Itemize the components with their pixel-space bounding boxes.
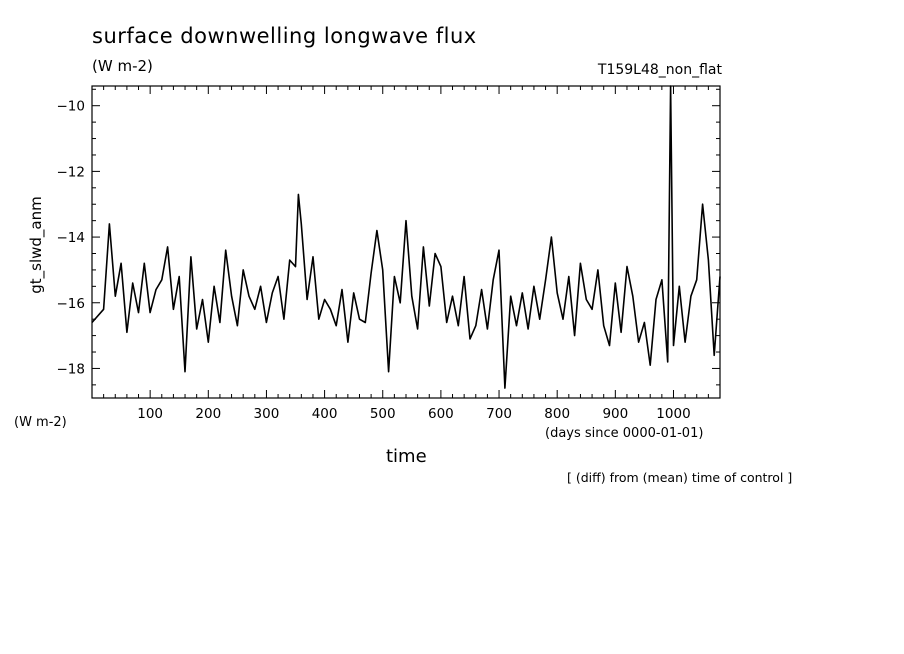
x-axis-units: (days since 0000-01-01) <box>545 426 704 441</box>
series-line-0 <box>91 85 721 389</box>
x-tick-label: 300 <box>254 406 280 422</box>
x-tick-label: 100 <box>137 406 163 422</box>
x-tick-label: 400 <box>312 406 338 422</box>
y-tick-label: −16 <box>57 296 86 312</box>
x-tick-label: 600 <box>428 406 454 422</box>
y-axis-units: (W m-2) <box>14 415 67 430</box>
x-tick-label: 200 <box>195 406 221 422</box>
chart-title: surface downwelling longwave flux <box>92 24 477 48</box>
y-tick-label: −12 <box>57 164 86 180</box>
run-id-label: T159L48_non_flat <box>597 62 722 78</box>
y-tick-label: −14 <box>57 230 86 246</box>
x-tick-label: 800 <box>544 406 570 422</box>
x-tick-label: 900 <box>602 406 628 422</box>
x-tick-label: 500 <box>370 406 396 422</box>
y-tick-label: −18 <box>57 361 86 377</box>
y-tick-label: −10 <box>57 99 86 115</box>
x-axis-label: time <box>386 446 427 467</box>
x-tick-label: 1000 <box>656 406 690 422</box>
x-tick-label: 700 <box>486 406 512 422</box>
chart-units-top: (W m-2) <box>92 57 153 75</box>
chart-note: [ (diff) from (mean) time of control ] <box>567 470 793 485</box>
